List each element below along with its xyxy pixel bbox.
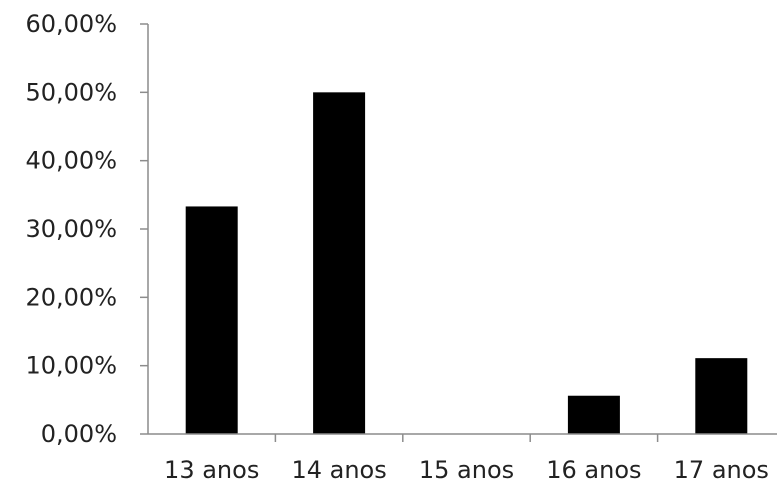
bar-13-anos xyxy=(185,206,238,434)
x-category-label: 16 anos xyxy=(546,456,641,484)
x-category-label: 13 anos xyxy=(164,456,259,484)
y-tick-label: 60,00% xyxy=(25,10,117,38)
y-tick-label: 0,00% xyxy=(41,420,117,448)
x-category-label: 14 anos xyxy=(291,456,386,484)
bar-16-anos xyxy=(567,395,620,434)
x-category-label: 17 anos xyxy=(674,456,769,484)
y-tick-label: 30,00% xyxy=(25,215,117,243)
x-category-label: 15 anos xyxy=(419,456,514,484)
x-axis-ticks xyxy=(274,434,659,442)
x-axis-category-labels: 13 anos 14 anos 15 anos 16 anos 17 anos xyxy=(164,456,769,484)
y-tick-label: 10,00% xyxy=(25,352,117,380)
y-tick-label: 20,00% xyxy=(25,283,117,311)
bar-14-anos xyxy=(313,92,366,434)
y-tick-label: 40,00% xyxy=(25,147,117,175)
y-axis-ticks xyxy=(140,23,148,435)
y-axis-tick-labels: 0,00% 10,00% 20,00% 30,00% 40,00% 50,00% 60,00… xyxy=(25,10,117,448)
bar-17-anos xyxy=(695,358,748,434)
bars xyxy=(185,92,748,434)
y-tick-label: 50,00% xyxy=(25,78,117,106)
